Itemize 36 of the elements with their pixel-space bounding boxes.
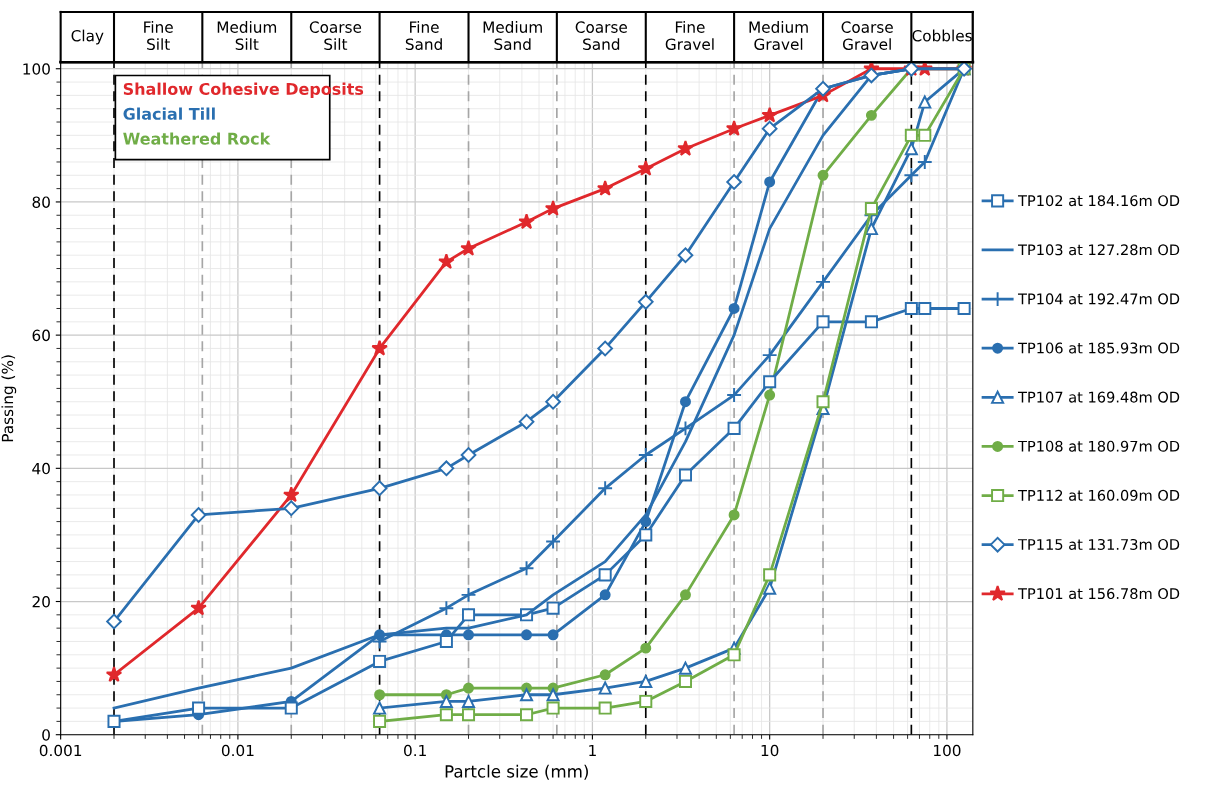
- y-tick-label: 20: [32, 595, 50, 608]
- text: Coarse Sand: [575, 21, 628, 50]
- legend-label: TP115 at 131.73m OD: [1017, 538, 1180, 550]
- x-tick-label: 10: [761, 744, 779, 757]
- legend-label: TP108 at 180.97m OD: [1017, 440, 1180, 452]
- y-tick-label: 100: [23, 63, 50, 75]
- x-tick-label: 0.1: [404, 744, 426, 757]
- text: Coarse Silt: [309, 21, 362, 50]
- annotation: Glacial Till: [123, 107, 215, 120]
- text: Cobbles: [912, 29, 972, 42]
- x-tick-label: 100: [934, 744, 961, 757]
- x-tick-label: 1: [589, 744, 596, 757]
- x-axis-title: Partcle size (mm): [445, 764, 588, 780]
- y-tick-label: 40: [32, 462, 50, 475]
- legend-label: TP112 at 160.09m OD: [1017, 489, 1180, 501]
- legend-label: TP106 at 185.93m OD: [1017, 342, 1180, 354]
- legend-label: TP104 at 192.47m OD: [1017, 293, 1180, 305]
- text: Coarse Gravel: [841, 21, 893, 50]
- y-tick-label: 0: [42, 729, 50, 741]
- text: Fine Gravel: [665, 21, 714, 50]
- legend-label: TP102 at 184.16m OD: [1017, 195, 1180, 207]
- annotation: Weathered Rock: [123, 132, 271, 145]
- text: Medium Sand: [483, 21, 542, 50]
- text: Fine Sand: [405, 21, 442, 50]
- y-tick-label: 80: [32, 196, 50, 208]
- legend-label: TP103 at 127.28m OD: [1017, 244, 1180, 256]
- text: Medium Silt: [217, 21, 277, 50]
- legend-label: TP101 at 156.78m OD: [1017, 588, 1180, 600]
- legend-label: TP107 at 169.48m OD: [1017, 391, 1180, 403]
- y-tick-label: 60: [32, 329, 50, 342]
- text: Fine Silt: [144, 21, 173, 50]
- y-axis-title: Passing (%): [1, 355, 17, 442]
- x-tick-label: 0.001: [39, 744, 82, 757]
- text: Clay: [71, 29, 104, 45]
- x-tick-label: 0.01: [221, 744, 254, 757]
- text: Medium Gravel: [749, 21, 808, 50]
